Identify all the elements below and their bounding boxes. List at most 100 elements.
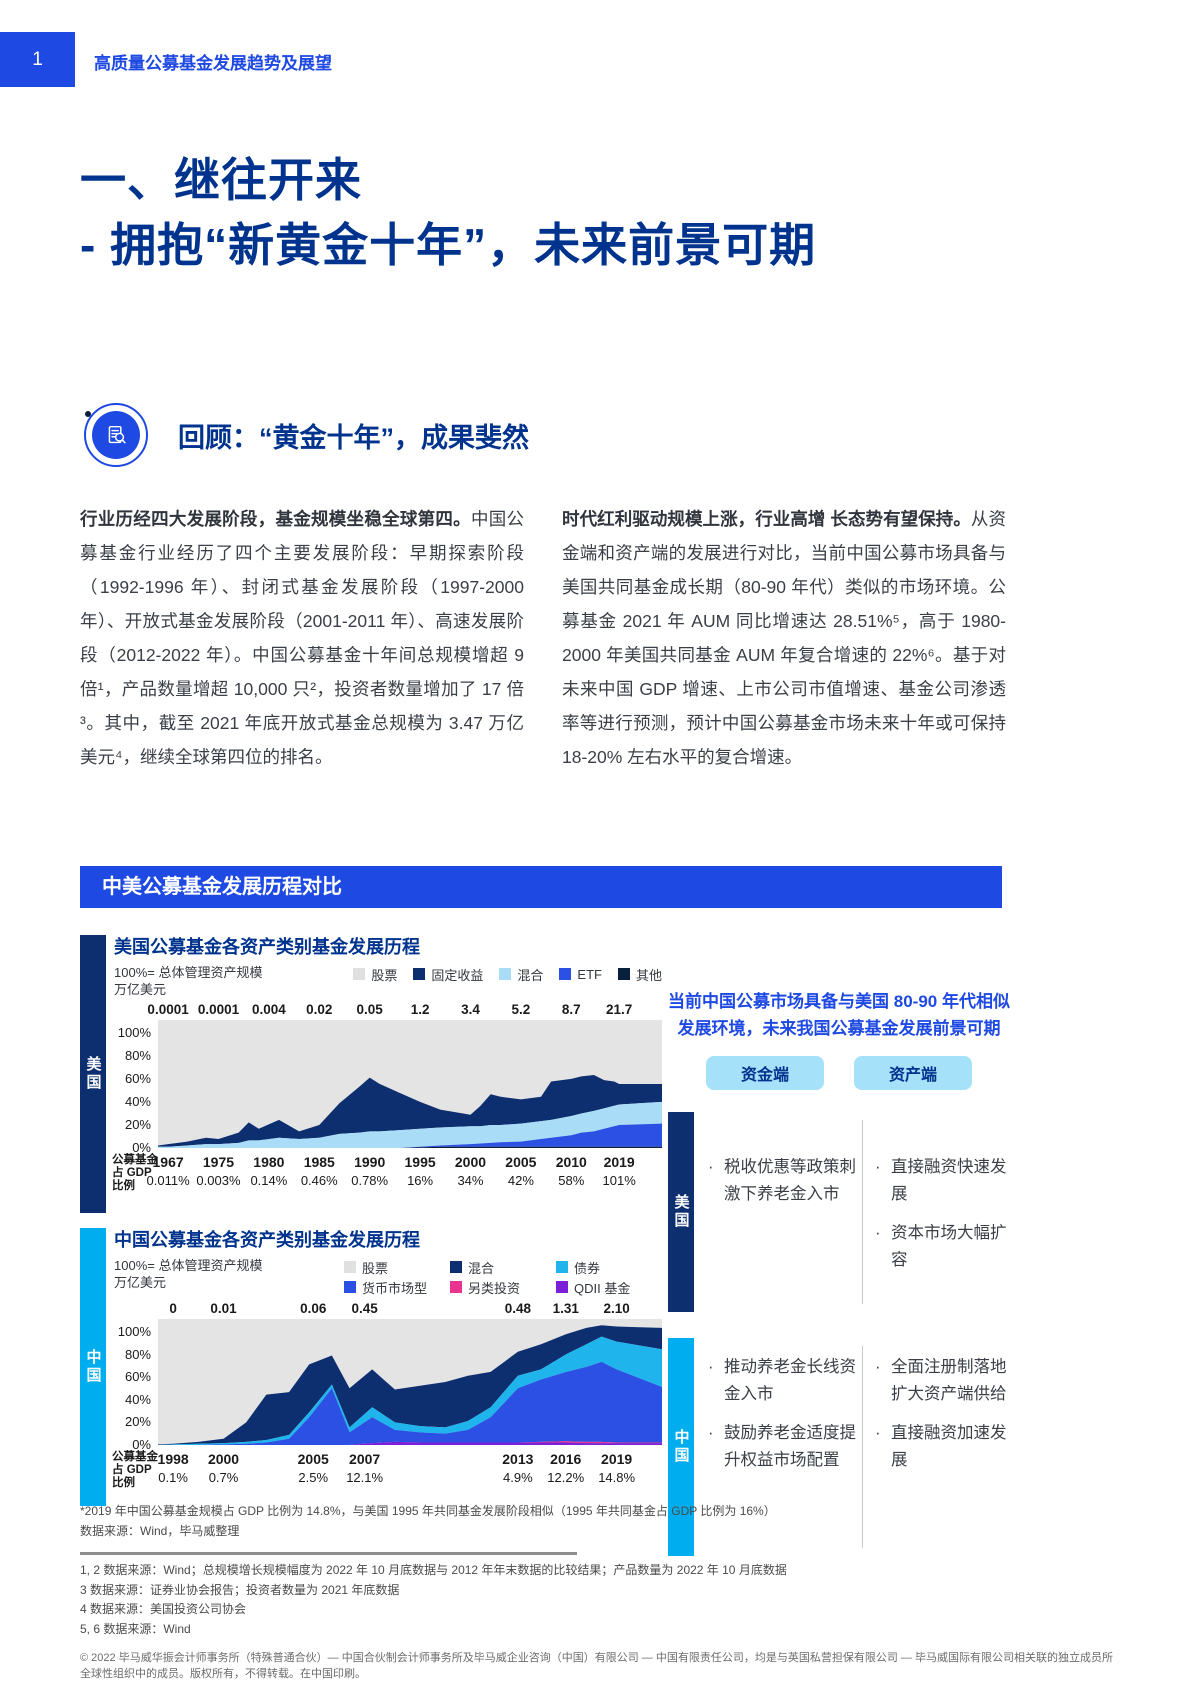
source-note: 数据来源：Wind，毕马威整理 [80,1524,240,1538]
legend-item: QDII 基金 [556,1278,662,1297]
paragraph-left-body: 中国公募基金行业经历了四个主要发展阶段：早期探索阶段（1992-1996 年）、… [80,509,525,767]
gdp-ratio-label: 公募基金占 GDP 比例 [112,1154,158,1192]
top-value-label: 21.7 [606,1002,633,1017]
chart-subtitle: 100%= 总体管理资产规模 万亿美元 [114,1258,263,1290]
top-value-label: 5.2 [511,1002,531,1017]
us-region-bar: 美国 [80,935,106,1213]
chart-plot [158,1020,662,1148]
section-header: 回顾：“黄金十年”，成果斐然 [84,403,529,467]
page-title: 一、继往开来 - 拥抱“新黄金十年”，未来前景可期 [80,148,816,279]
paragraph-left: 行业历经四大发展阶段，基金规模坐稳全球第四。中国公募基金行业经历了四个主要发展阶… [80,502,524,774]
footnote-4: 5, 6 数据来源：Wind [80,1621,191,1636]
badge-funding-side: 资金端 [706,1056,824,1090]
footnote-1: 1, 2 数据来源：Wind；总规模增长规模幅度为 2022 年 10 月底数据… [80,1563,787,1577]
top-value-label: 0.01 [210,1301,237,1316]
legend-item: 货币市场型 [344,1278,450,1297]
legend-item: 混合 [499,965,543,984]
legend-swatch [413,968,426,980]
page-number: 1 [32,48,43,70]
page-title-line2: - 拥抱“新黄金十年”，未来前景可期 [80,219,817,272]
comparison-panel: 当前中国公募市场具备与美国 80-90 年代相似发展环境，未来我国公募基金发展前… [668,988,1010,1556]
document-header: 高质量公募基金发展趋势及展望 [94,54,332,73]
chart-y-axis: 100% 80% 60% 40% 20% 0% [117,1025,151,1155]
cn-region-bar: 中国 [80,1228,106,1506]
paragraph-left-lead: 行业历经四大发展阶段，基金规模坐稳全球第四。 [80,509,471,529]
top-value-label: 0.0001 [197,1002,240,1017]
bullet-item: · 税收优惠等政策刺激下养老金入市 [708,1158,856,1203]
top-value-label: 0.45 [351,1301,378,1316]
bullet-item: · 推动养老金长线资金入市 [708,1358,856,1403]
panel-row-us: 美国 · 税收优惠等政策刺激下养老金入市 · 直接融资快速发展 · 资本市场大幅扩容 [668,1112,1010,1312]
cn-asset-bullets: · 全面注册制落地扩大资产端供给 · 直接融资加速发展 [863,1338,1010,1556]
legend-item: 另类投资 [450,1278,556,1297]
legend-swatch [617,968,630,980]
top-value-label: 0.02 [306,1002,333,1017]
x-tick: 1975 0.003% [196,1154,241,1188]
top-value-label: 0.06 [300,1301,327,1316]
bullet-item: · 鼓励养老金适度提升权益市场配置 [708,1424,856,1469]
x-tick: 2005 42% [505,1154,537,1188]
bullet-item: · 资本市场大幅扩容 [875,1224,1007,1269]
divider [862,1120,863,1304]
star-note: *2019 年中国公募基金规模占 GDP 比例为 14.8%，与美国 1995 … [80,1504,776,1518]
x-tick: 1998 0.1% [157,1451,189,1485]
legend-swatch [556,1281,568,1293]
top-value-label: 8.7 [561,1002,581,1017]
cn-region-label: 中国 [84,1349,102,1385]
chart-subtitle: 100%= 总体管理资产规模 万亿美元 [114,965,263,997]
us-funding-bullets: · 税收优惠等政策刺激下养老金入市 [694,1112,862,1312]
x-tick: 2019 14.8% [598,1451,636,1485]
chart-top-values: 0.0001 0.0001 0.004 0.02 0.05 1.2 3.4 5.2 8.7 21.… [147,1002,662,1019]
top-value-label: 0 [169,1301,177,1316]
us-fund-chart: 美国 美国公募基金各资产类别基金发展历程 100%= 总体管理资产规模 万亿美元 … [80,933,662,1213]
x-tick: 2005 2.5% [297,1451,329,1485]
legend-swatch [344,1261,356,1273]
x-tick: 1980 0.14% [250,1154,288,1188]
legend-swatch [450,1281,462,1293]
panel-title: 当前中国公募市场具备与美国 80-90 年代相似发展环境，未来我国公募基金发展前… [668,992,1010,1038]
page-title-line1: 一、继往开来 [80,154,362,206]
top-value-label: 3.4 [461,1002,480,1017]
us-region-label: 美国 [84,1056,102,1092]
legend-swatch [450,1261,462,1273]
legend-swatch [353,968,366,980]
footnote-3: 4 数据来源：美国投资公司协会 [80,1602,247,1616]
chart-title: 中国公募基金各资产类别基金发展历程 [114,1230,420,1250]
us-asset-bullets: · 直接融资快速发展 · 资本市场大幅扩容 [863,1112,1010,1312]
chart-x-axis: 公募基金占 GDP 比例 1967 0.011% 1975 0.003% 1980 0.14… [112,1154,662,1212]
legend-swatch [559,968,572,980]
legend-item: 混合 [450,1258,556,1277]
legend-item: ETF [559,967,602,982]
chart-y-axis: 100% 80% 60% 40% 20% 0% [117,1324,151,1452]
x-tick: 2013 4.9% [502,1451,534,1485]
x-tick: 1967 0.011% [146,1154,190,1188]
bullet-item: · 直接融资加速发展 [875,1424,1007,1469]
chart-legend: 股票 固定收益 混合 ETF 其他 [337,964,662,984]
paragraph-right-body: 从资金端和资产端的发展进行对比，当前中国公募市场具备与美国共同基金成长期（80-… [562,509,1006,767]
badge-asset-side: 资产端 [854,1056,972,1090]
bullet-item: · 全面注册制落地扩大资产端供给 [875,1358,1007,1403]
body-columns: 行业历经四大发展阶段，基金规模坐稳全球第四。中国公募基金行业经历了四个主要发展阶… [80,502,1006,774]
chart-x-axis: 公募基金占 GDP 比例 1998 0.1% 2000 0.7% 2005 2.5% 2007… [112,1451,662,1509]
us-region-bar: 美国 [668,1112,694,1312]
cn-fund-chart: 中国 中国公募基金各资产类别基金发展历程 100%= 总体管理资产规模 万亿美元 … [80,1226,662,1509]
x-tick: 1985 0.46% [300,1154,338,1188]
x-tick: 2010 58% [555,1154,587,1188]
cn-funding-bullets: · 推动养老金长线资金入市 · 鼓励养老金适度提升权益市场配置 [694,1338,862,1556]
x-tick: 2019 101% [602,1154,636,1188]
x-tick: 2000 0.7% [207,1451,240,1485]
cn-region-bar: 中国 [668,1338,694,1556]
legend-item: 股票 [353,965,397,984]
footnote-2: 3 数据来源：证券业协会报告；投资者数量为 2021 年底数据 [80,1582,400,1597]
footnote-divider [80,1552,577,1555]
document-magnifier-icon [84,403,148,467]
chart-top-values: 0 0.01 0.06 0.45 0.48 1.31 2.10 [158,1301,662,1318]
top-value-label: 0.05 [356,1002,383,1017]
footnotes: *2019 年中国公募基金规模占 GDP 比例为 14.8%，与美国 1995 … [80,1502,1126,1682]
legend-item: 债券 [556,1258,662,1277]
panel-row-cn: 中国 · 推动养老金长线资金入市 · 鼓励养老金适度提升权益市场配置 · 全面注册制落地… [668,1338,1010,1556]
legend-item: 股票 [344,1258,450,1277]
top-value-label: 0.0001 [147,1002,189,1017]
copyright: © 2022 毕马威华振会计师事务所（特殊普通合伙）— 中国合伙制会计师事务所及… [80,1652,1113,1680]
